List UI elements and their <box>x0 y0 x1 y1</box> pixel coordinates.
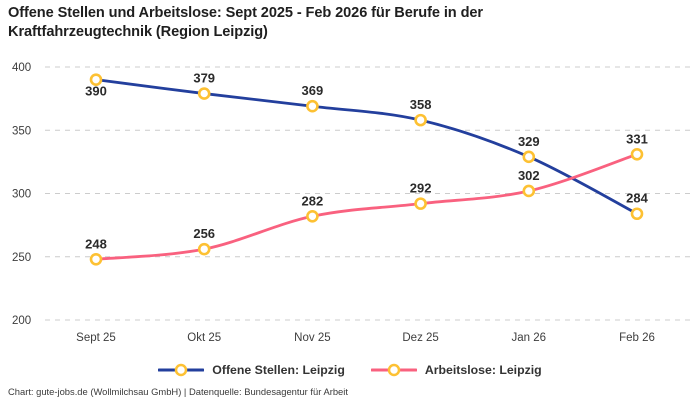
series-line <box>94 78 639 216</box>
data-point-label: 302 <box>518 168 540 183</box>
legend-item-arbeitslose[interactable]: Arbeitslose: Leipzig <box>370 363 542 377</box>
data-point-label: 292 <box>410 181 432 196</box>
y-axis-tick-label: 200 <box>12 315 31 327</box>
legend-label: Offene Stellen: Leipzig <box>212 363 345 377</box>
data-point[interactable] <box>630 147 644 161</box>
data-point-label: 379 <box>193 71 215 86</box>
data-point-label: 284 <box>626 191 648 206</box>
x-axis-tick-label: Nov 25 <box>294 332 330 344</box>
data-point-label: 329 <box>518 134 540 149</box>
legend-item-offene-stellen[interactable]: Offene Stellen: Leipzig <box>158 363 345 377</box>
series-line <box>94 152 639 261</box>
data-point[interactable] <box>522 184 536 198</box>
x-axis-tick-label: Sept 25 <box>76 332 116 344</box>
line-chart: 200 250 300 350 400 Sept 25 Okt 25 Nov 25 Dez 25… <box>12 62 690 344</box>
legend-label: Arbeitslose: Leipzig <box>424 363 542 377</box>
x-axis-tick-label: Jan 26 <box>512 332 547 344</box>
chart-title: Offene Stellen und Arbeitslose: Sept 202… <box>8 5 483 41</box>
data-point[interactable] <box>89 73 103 86</box>
data-point-label: 282 <box>302 193 324 208</box>
x-axis-tick-label: Okt 25 <box>187 332 221 344</box>
data-point[interactable] <box>197 87 211 100</box>
y-axis-tick-label: 250 <box>12 252 31 264</box>
data-point[interactable] <box>306 209 319 223</box>
data-point-label: 256 <box>193 226 215 241</box>
data-point[interactable] <box>197 242 211 256</box>
data-point-label: 390 <box>85 84 107 99</box>
data-point-label: 358 <box>410 97 432 112</box>
data-point-label: 248 <box>85 236 107 251</box>
y-axis-tick-label: 400 <box>12 62 31 74</box>
x-axis-tick-label: Dez 25 <box>402 332 438 344</box>
data-point[interactable] <box>630 207 644 221</box>
data-point[interactable] <box>89 252 103 266</box>
y-axis-tick-label: 350 <box>12 125 31 137</box>
y-axis-tick-label: 300 <box>12 189 31 201</box>
data-point[interactable] <box>306 99 319 113</box>
data-point[interactable] <box>414 197 427 210</box>
line-chart-canvas: 200 250 300 350 400 Sept 25 Okt 25 Nov 25 Dez 25… <box>12 62 690 344</box>
data-point[interactable] <box>414 113 427 127</box>
x-axis-tick-label: Feb 26 <box>619 332 655 344</box>
data-point[interactable] <box>522 150 536 164</box>
line-marker-swatch-icon <box>158 363 205 377</box>
legend: Offene Stellen: Leipzig Arbeitslose: Lei… <box>0 358 700 382</box>
data-point-label: 331 <box>626 131 648 146</box>
data-point-label: 369 <box>302 83 324 98</box>
source-attribution: Chart: gute-jobs.de (Wollmilchsau GmbH) … <box>8 386 348 397</box>
line-marker-swatch-icon <box>370 363 417 377</box>
